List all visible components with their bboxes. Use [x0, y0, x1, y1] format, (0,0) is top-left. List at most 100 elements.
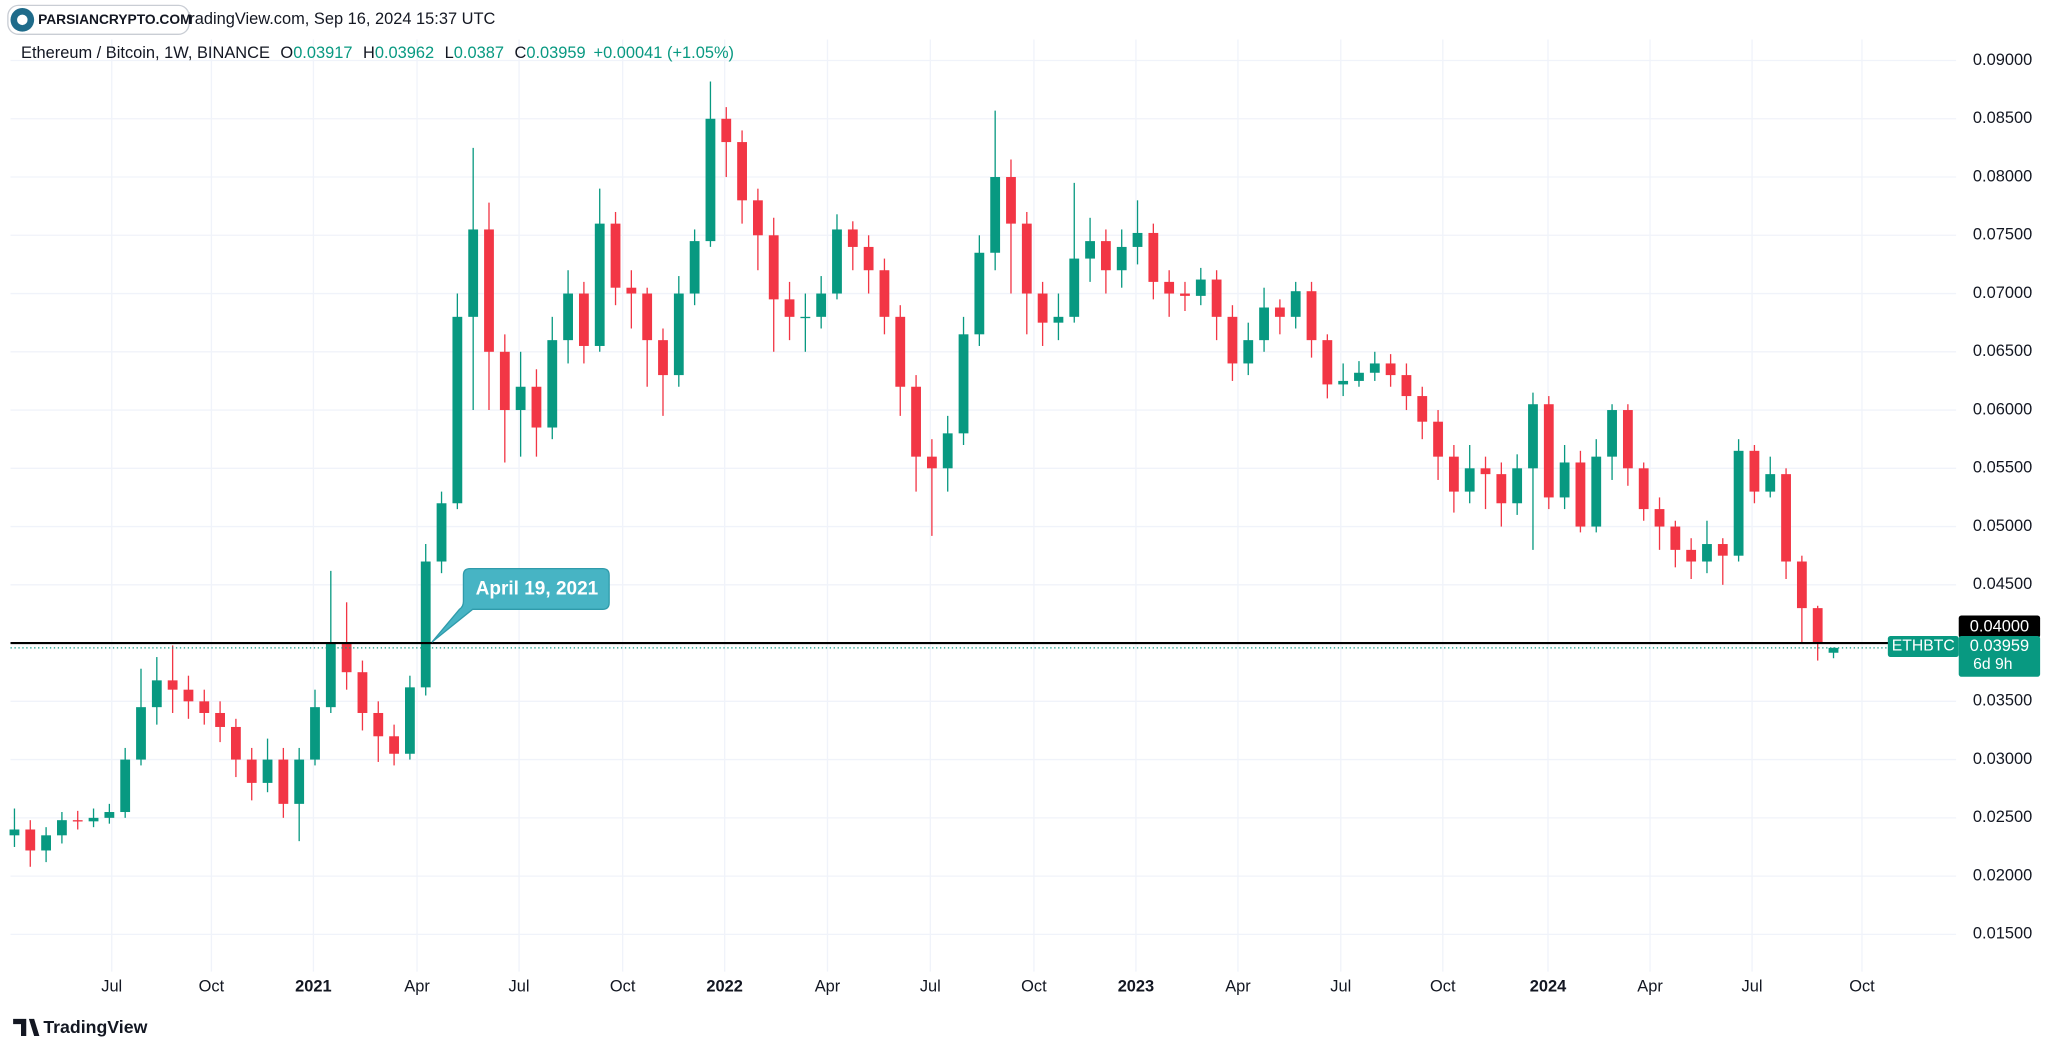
- open-value: 0.03917: [293, 44, 352, 62]
- candle-body: [1828, 647, 1839, 653]
- candle-body: [721, 118, 732, 143]
- annotation-callout: [431, 567, 610, 643]
- candle-body: [373, 712, 384, 737]
- x-tick-label: Jul: [101, 978, 122, 996]
- x-tick-label: Oct: [610, 978, 636, 996]
- candle-body: [1496, 474, 1507, 504]
- x-tick-label: Oct: [1021, 978, 1047, 996]
- candle-body: [689, 241, 700, 294]
- candle-body: [41, 835, 51, 851]
- candle-body: [1306, 291, 1317, 341]
- candle-body: [231, 726, 241, 760]
- published-note: TradingView.com, Sep 16, 2024 15:37 UTC: [180, 10, 496, 28]
- symbol-title: Ethereum / Bitcoin, 1W, BINANCE: [21, 44, 270, 62]
- candle-body: [911, 386, 921, 457]
- candle-body: [1654, 509, 1665, 527]
- watermark-box: [7, 4, 190, 35]
- candle-body: [199, 701, 210, 713]
- candle-body: [1543, 404, 1554, 498]
- candle-body: [1243, 340, 1254, 364]
- candle-body: [737, 142, 747, 201]
- candle-body: [468, 229, 479, 317]
- symbol-label-box: [1887, 636, 1959, 658]
- candle-body: [578, 293, 589, 346]
- last-price-label: 0.03959: [1970, 637, 2029, 655]
- candle-body: [1559, 462, 1570, 498]
- y-tick-label: 0.01500: [1973, 925, 2032, 943]
- candle-body: [1796, 561, 1807, 609]
- candle-body: [1006, 177, 1016, 224]
- symbol-label: ETHBTC: [1892, 638, 1955, 655]
- candle-body: [1053, 316, 1064, 323]
- candle-body: [832, 229, 842, 294]
- close-value: 0.03959: [526, 44, 585, 62]
- candle-body: [1717, 544, 1728, 556]
- candle-body: [1607, 410, 1617, 457]
- y-tick-label: 0.03500: [1973, 692, 2032, 710]
- candle-body: [1528, 404, 1538, 469]
- brand-text: TradingView: [43, 1017, 147, 1037]
- candle-body: [1354, 372, 1364, 381]
- candle-body: [389, 736, 399, 754]
- candle-body: [499, 351, 510, 411]
- candle-body: [784, 299, 795, 317]
- x-tick-label: Apr: [815, 978, 841, 996]
- candle-body: [1085, 241, 1095, 259]
- level-label-box: [1958, 615, 2041, 638]
- x-tick-label: Oct: [1849, 978, 1875, 996]
- candle-body: [1733, 450, 1744, 556]
- candle-body: [768, 235, 779, 300]
- candle-body: [1638, 468, 1649, 510]
- candle-body: [1702, 544, 1712, 562]
- low-value: 0.0387: [454, 44, 504, 62]
- legend-header: Ethereum / Bitcoin, 1W, BINANCE O0.03917 H…: [21, 44, 734, 62]
- x-tick-label: Jul: [920, 978, 941, 996]
- y-tick-label: 0.08500: [1973, 109, 2032, 127]
- candle-body: [183, 689, 194, 702]
- y-tick-label: 0.02500: [1973, 808, 2032, 826]
- candle-body: [1480, 468, 1491, 475]
- annotation: April 19, 2021: [431, 567, 610, 643]
- candle-body: [167, 680, 178, 690]
- y-tick-label: 0.02000: [1973, 866, 2032, 884]
- candle-body: [1021, 223, 1032, 294]
- y-tick-label: 0.03000: [1973, 750, 2032, 768]
- y-tick-label: 0.06000: [1973, 400, 2032, 418]
- candle-body: [1195, 279, 1206, 296]
- candle-body: [405, 687, 415, 754]
- annotation-text: April 19, 2021: [476, 579, 599, 600]
- x-tick-label: 2022: [706, 978, 743, 996]
- candle-body: [1132, 232, 1143, 247]
- candle-body: [484, 229, 494, 352]
- candle-body: [25, 829, 36, 851]
- candle-body: [942, 433, 953, 469]
- candle-body: [436, 503, 447, 562]
- y-tick-label: 0.07000: [1973, 284, 2032, 302]
- candle-body: [72, 820, 83, 822]
- watermark-icon-dot: [17, 14, 28, 26]
- level-label: 0.04000: [1970, 618, 2029, 636]
- candle-body: [1338, 380, 1349, 385]
- x-tick-label: Jul: [509, 978, 530, 996]
- candle-body: [9, 829, 20, 836]
- candle-body: [879, 270, 890, 317]
- candle-body: [1116, 246, 1127, 271]
- candle-body: [547, 340, 558, 428]
- candle-body: [1274, 307, 1285, 317]
- y-tick-label: 0.04500: [1973, 575, 2032, 593]
- candles: [9, 81, 1839, 867]
- x-tick-label: Apr: [404, 978, 430, 996]
- y-tick-label: 0.08000: [1973, 167, 2032, 185]
- candle-body: [1227, 316, 1238, 364]
- candle-body: [1433, 421, 1443, 457]
- x-tick-label: Oct: [199, 978, 225, 996]
- candle-body: [1749, 450, 1760, 492]
- candle-body: [1622, 410, 1633, 469]
- candle-body: [673, 293, 684, 376]
- candle-body: [958, 334, 969, 434]
- candle-body: [1401, 375, 1412, 397]
- candle-body: [1211, 279, 1222, 317]
- candle-body: [120, 759, 131, 813]
- watermark-text: PARSIANCRYPTO.COM: [38, 12, 191, 27]
